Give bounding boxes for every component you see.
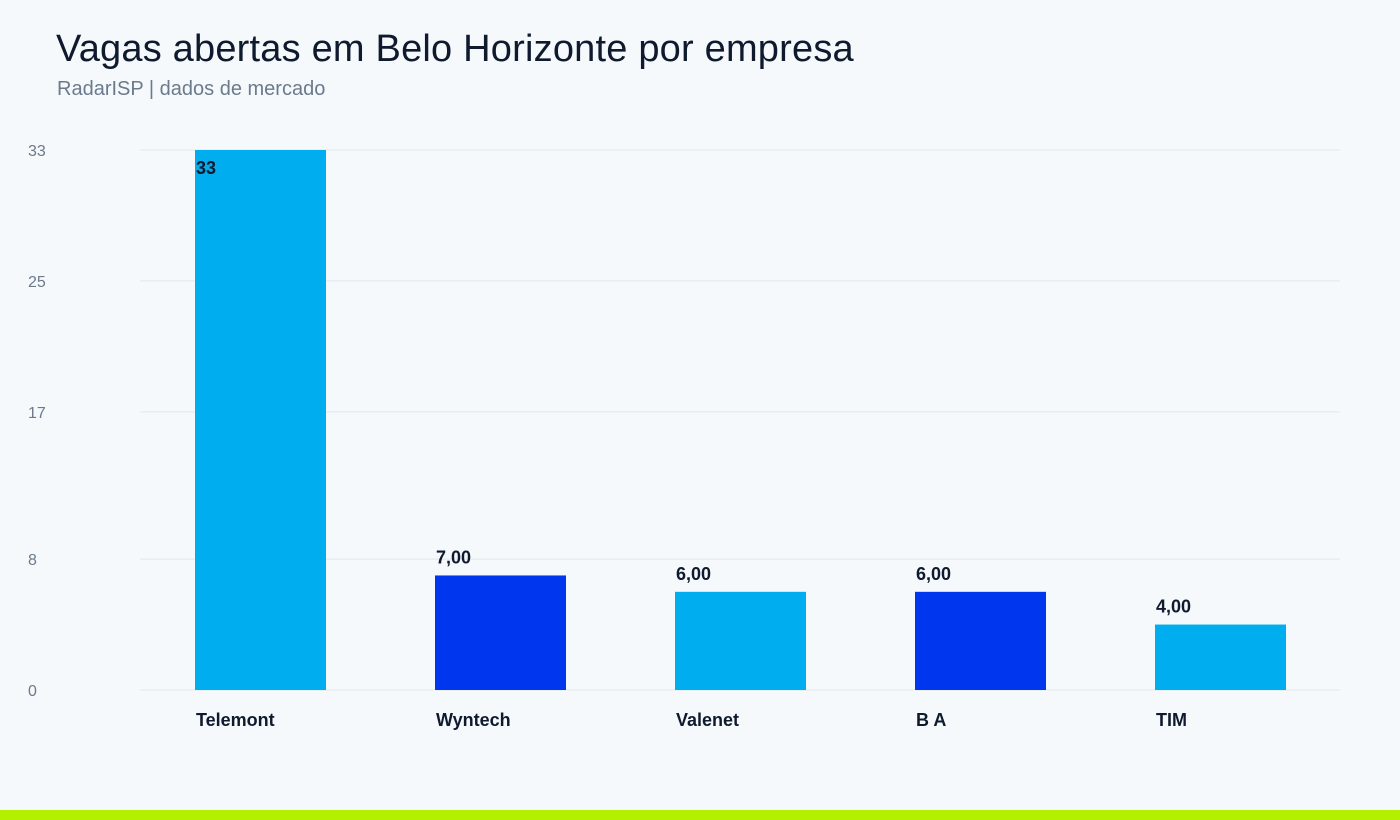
data-label: 7,00 [436,547,471,567]
data-label: 6,00 [676,564,711,584]
x-category-label: Wyntech [436,710,511,730]
y-tick-label: 8 [28,552,37,569]
footer-accent-bar [0,810,1400,820]
y-tick-label: 25 [28,274,46,291]
chart-subtitle: RadarISP | dados de mercado [57,78,326,100]
bar-wyntech [435,575,566,690]
chart-title: Vagas abertas em Belo Horizonte por empr… [56,28,854,70]
x-category-label: Telemont [196,710,275,730]
y-tick-label: 33 [28,143,46,160]
bar-valenet [675,591,806,690]
y-axis-ticks: 0 8 17 25 33 [28,143,46,700]
bar-tim [1155,624,1286,690]
bar-chart: 0 8 17 25 33 33 7,00 6,00 6,00 4,00 Telemont Wynt… [28,143,1340,730]
bars [195,150,1286,690]
y-tick-label: 17 [28,405,46,422]
y-tick-label: 0 [28,683,37,700]
data-labels: 33 7,00 6,00 6,00 4,00 [196,158,1191,617]
data-label: 6,00 [916,564,951,584]
bar-b-a [915,591,1046,690]
x-category-label: Valenet [676,710,739,730]
x-category-label: B A [916,710,946,730]
x-axis-categories: Telemont Wyntech Valenet B A TIM [196,710,1187,730]
data-label: 33 [196,158,216,178]
x-category-label: TIM [1156,710,1187,730]
data-label: 4,00 [1156,597,1191,617]
bar-telemont [195,150,326,690]
